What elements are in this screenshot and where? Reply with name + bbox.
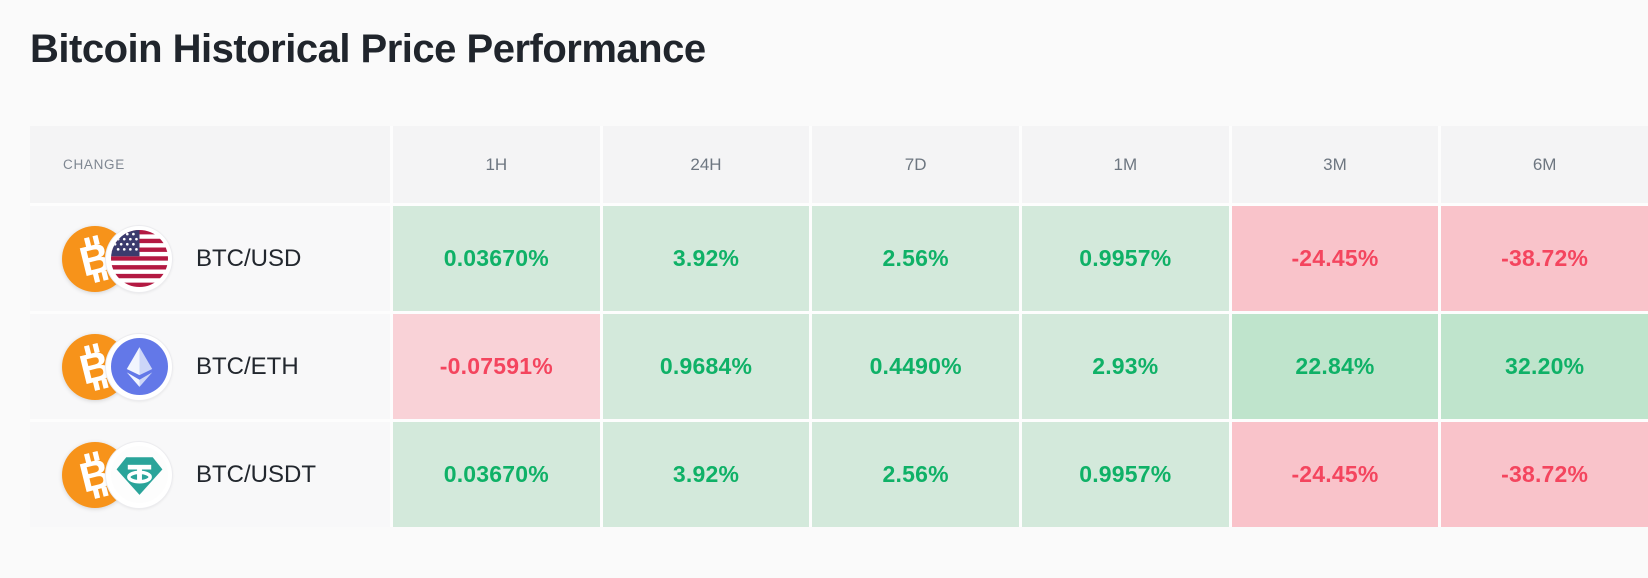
change-cell-btc-usdt-1h: 0.03670% — [393, 422, 600, 527]
change-cell-btc-eth-1m: 2.93% — [1022, 314, 1229, 419]
column-header-6m: 6M — [1441, 126, 1648, 203]
pair-label: BTC/USDT — [196, 460, 316, 488]
change-cell-btc-usdt-6m: -38.72% — [1441, 422, 1648, 527]
change-cell-btc-eth-7d: 0.4490% — [812, 314, 1019, 419]
column-header-7d: 7D — [812, 126, 1019, 203]
quote-coin — [106, 225, 172, 292]
change-cell-btc-usd-24h: 3.92% — [602, 206, 810, 311]
change-cell-btc-usdt-24h: 3.92% — [602, 422, 810, 527]
ethereum-icon — [110, 338, 168, 395]
pair-cell: B BTC/USDT — [30, 422, 390, 527]
change-cell-btc-eth-1h: -0.07591% — [393, 314, 600, 419]
quote-coin — [106, 441, 172, 508]
page-title: Bitcoin Historical Price Performance — [30, 27, 706, 71]
tether-icon — [110, 446, 168, 503]
change-cell-btc-usdt-1m: 0.9957% — [1022, 422, 1229, 527]
column-header-1h: 1H — [393, 126, 600, 203]
column-header-change: CHANGE — [30, 126, 390, 203]
change-cell-btc-usdt-7d: 2.56% — [812, 422, 1019, 527]
change-cell-btc-eth-24h: 0.9684% — [602, 314, 810, 419]
performance-table: CHANGE 1H 24H 7D 1M 3M 6M B — [30, 126, 1648, 527]
usd-flag-icon — [110, 230, 168, 287]
change-cell-btc-usd-3m: -24.45% — [1231, 206, 1439, 311]
change-cell-btc-usd-6m: -38.72% — [1441, 206, 1648, 311]
change-cell-btc-usdt-3m: -24.45% — [1231, 422, 1439, 527]
pair-cell: B BTC/ETH — [30, 314, 390, 419]
change-cell-btc-usd-1m: 0.9957% — [1022, 206, 1229, 311]
column-header-24h: 24H — [602, 126, 810, 203]
change-cell-btc-usd-1h: 0.03670% — [393, 206, 600, 311]
change-cell-btc-eth-6m: 32.20% — [1441, 314, 1648, 419]
change-cell-btc-usd-7d: 2.56% — [812, 206, 1019, 311]
column-header-1m: 1M — [1022, 126, 1229, 203]
pair-label: BTC/ETH — [196, 352, 299, 380]
column-header-3m: 3M — [1231, 126, 1439, 203]
pair-label: BTC/USD — [196, 244, 302, 272]
quote-coin — [106, 333, 172, 400]
pair-cell: B — [30, 206, 390, 311]
change-cell-btc-eth-3m: 22.84% — [1231, 314, 1439, 419]
